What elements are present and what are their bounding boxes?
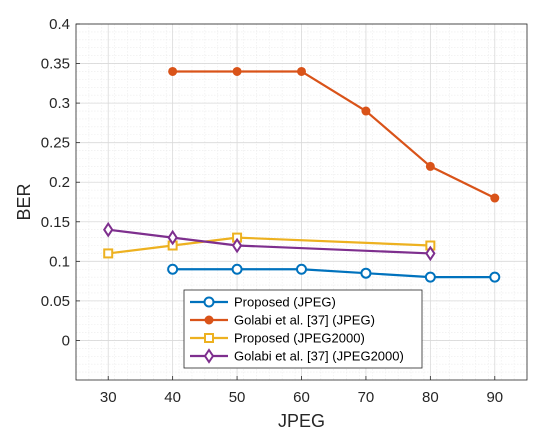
- data-point: [360, 267, 372, 279]
- legend-item: Proposed (JPEG): [190, 295, 336, 310]
- legend: Proposed (JPEG) Golabi et al. [37] (JPEG)…: [183, 289, 423, 369]
- y-tick-label: 0.3: [49, 95, 70, 112]
- series-group: [103, 66, 501, 283]
- data-point: [167, 229, 178, 246]
- y-tick-label: 0.25: [41, 135, 70, 152]
- y-tick-label: 0: [62, 332, 70, 349]
- legend-label: Proposed (JPEG2000): [234, 331, 365, 346]
- y-tick-label: 0.1: [49, 253, 70, 270]
- y-tick-label: 0.4: [49, 16, 70, 33]
- series-line: [108, 228, 431, 255]
- y-tick-label: 0.2: [49, 174, 70, 191]
- data-point: [168, 66, 178, 76]
- y-axis-label: BER: [14, 183, 34, 220]
- x-axis-label: JPEG: [278, 411, 325, 431]
- legend-item: Proposed (JPEG2000): [190, 331, 365, 346]
- data-point: [296, 263, 307, 275]
- series-line: [172, 70, 496, 200]
- series-1: [167, 263, 501, 283]
- x-tick-label: 40: [164, 389, 181, 406]
- x-tick-label: 60: [293, 389, 310, 406]
- data-point: [103, 248, 114, 259]
- x-tick-label: 90: [486, 389, 503, 406]
- x-tick-label: 80: [422, 389, 439, 406]
- data-point: [361, 106, 371, 116]
- legend-label: Golabi et al. [37] (JPEG2000): [234, 349, 404, 364]
- legend-label: Proposed (JPEG): [234, 295, 336, 310]
- axis-ticks: 30 40 50 60 70 80 90 0 0.05 0.1 0.15 0.2 0.25 0.3 0.35…: [41, 16, 503, 406]
- data-point: [424, 271, 436, 283]
- legend-item: Golabi et al. [37] (JPEG): [190, 313, 375, 328]
- x-tick-label: 30: [100, 389, 117, 406]
- series-4: [103, 221, 436, 262]
- data-point: [490, 193, 500, 203]
- y-tick-label: 0.05: [41, 293, 70, 310]
- series-2: [168, 66, 500, 203]
- data-point: [167, 263, 179, 275]
- data-point: [232, 66, 242, 76]
- legend-item: Golabi et al. [37] (JPEG2000): [190, 348, 404, 364]
- x-tick-label: 50: [229, 389, 246, 406]
- data-point: [204, 315, 214, 325]
- data-point: [425, 161, 435, 171]
- y-tick-label: 0.35: [41, 56, 70, 73]
- data-point: [231, 237, 243, 254]
- data-point: [425, 245, 436, 262]
- x-tick-label: 70: [358, 389, 375, 406]
- y-tick-label: 0.15: [41, 214, 70, 231]
- series-line: [172, 268, 495, 279]
- data-point: [203, 296, 215, 308]
- legend-label: Golabi et al. [37] (JPEG): [234, 313, 375, 328]
- data-point: [231, 263, 243, 275]
- data-point: [489, 271, 501, 283]
- data-point: [297, 66, 306, 76]
- data-point: [103, 221, 114, 238]
- data-point: [204, 333, 214, 343]
- data-point: [203, 348, 215, 364]
